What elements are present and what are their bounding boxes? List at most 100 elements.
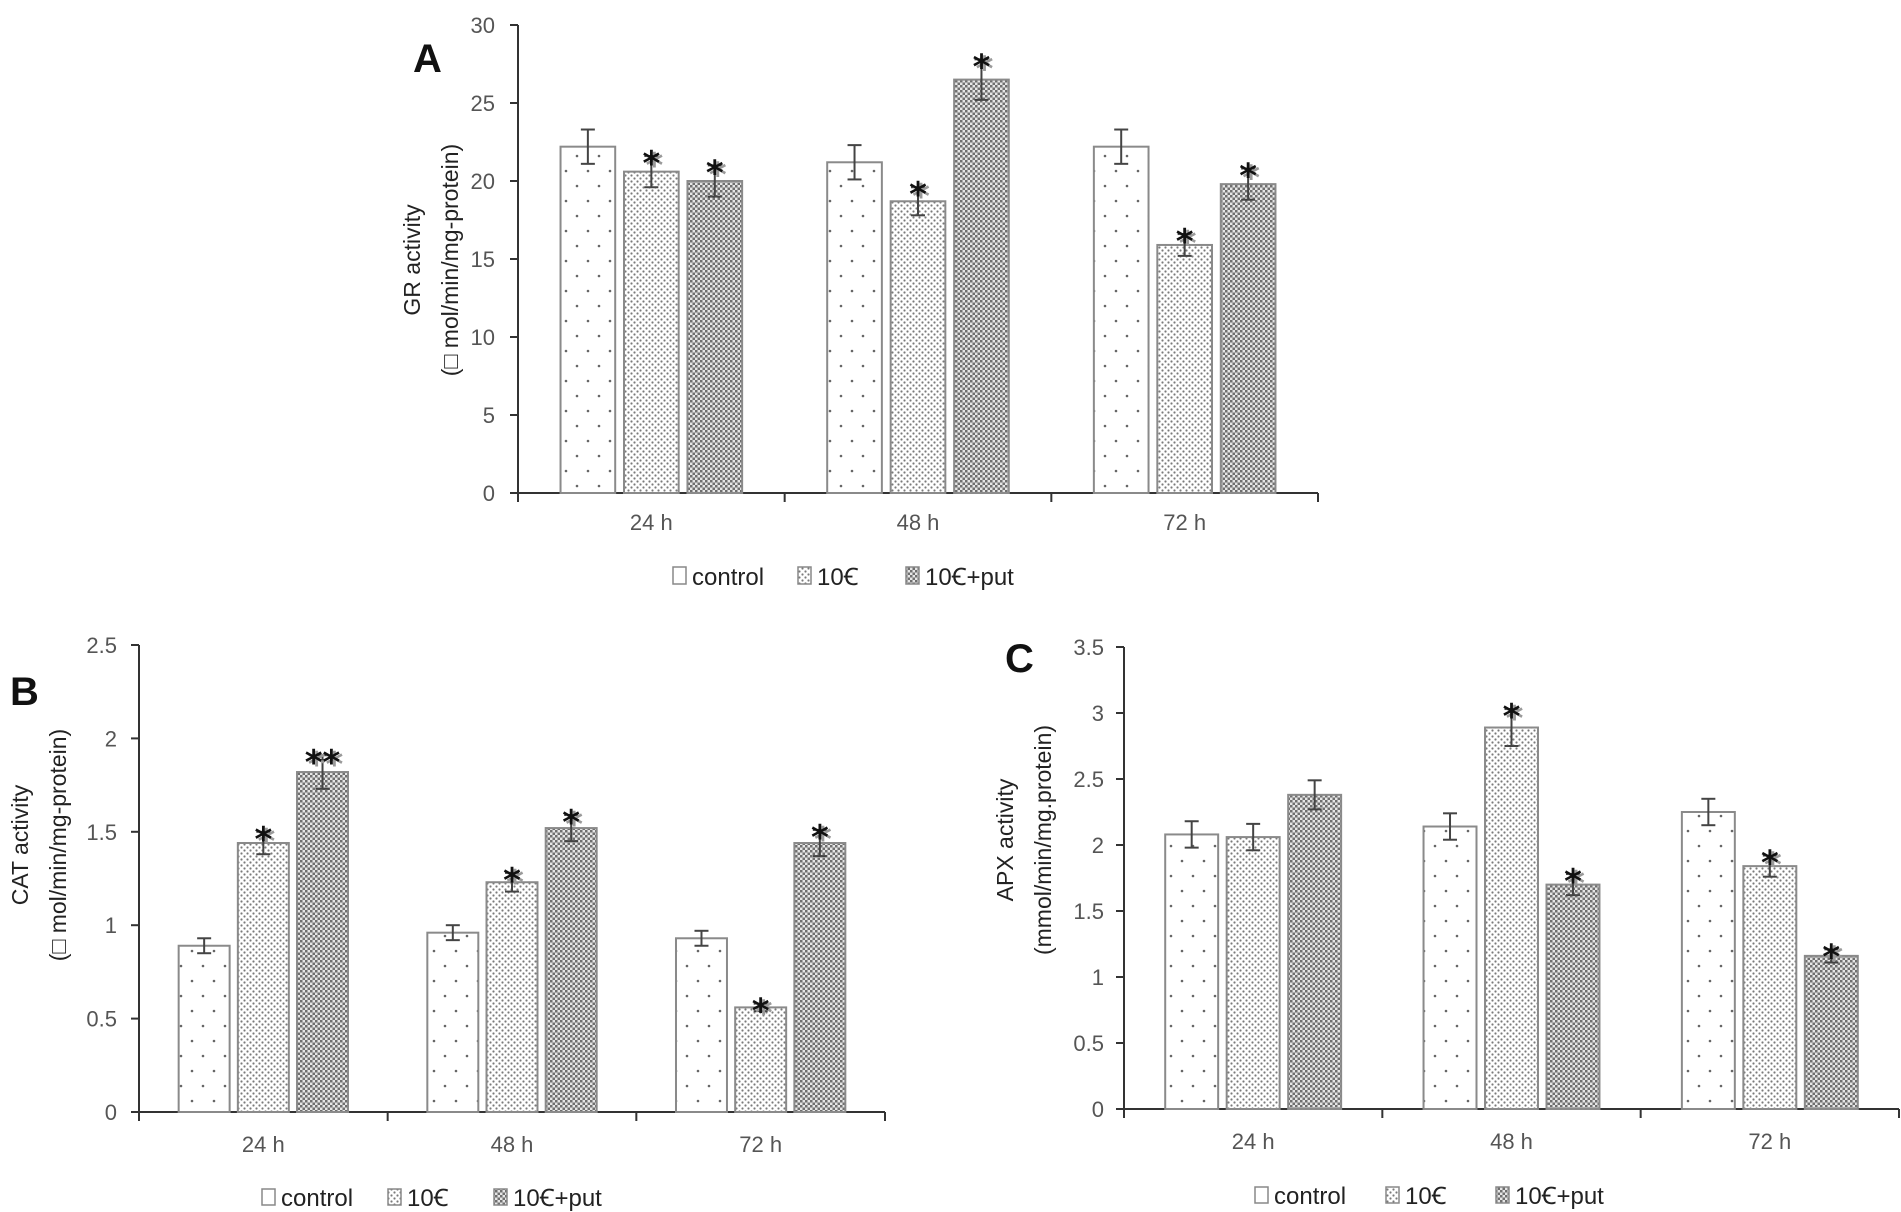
significance-star: * [909, 175, 927, 215]
bar-control [1092, 145, 1150, 494]
y-tick-label: 0.5 [1073, 1031, 1104, 1056]
y-axis-title-B: CAT activity [7, 784, 33, 905]
legend-swatch-10c [1385, 1186, 1400, 1204]
significance-star-shadow: * [912, 177, 930, 217]
bar-10c-put [544, 827, 598, 1114]
legend-label-10c-put: 10Ꞓ+put [925, 564, 1014, 591]
plot-area-C: 00.511.522.533.524 h 48 h 72 h******** [1073, 635, 1900, 1154]
x-tick-label: 48 h [897, 510, 940, 535]
bar-control [177, 944, 231, 1113]
bar-control [1680, 811, 1736, 1110]
bar-10c-put [1803, 954, 1859, 1110]
bar-10c-put [953, 78, 1010, 494]
y-axis-unit-B: (□ mol/min/mg-protein) [45, 729, 71, 961]
bar-control [426, 931, 480, 1113]
legend-swatch-control [1254, 1186, 1269, 1204]
y-tick-label: 5 [483, 403, 495, 428]
bar-10c-put [793, 842, 847, 1113]
legend-swatch-control [261, 1188, 276, 1206]
significance-star: * [706, 153, 724, 193]
bar-10c [1742, 865, 1798, 1110]
legend-label-control: control [692, 564, 764, 591]
significance-star: * [973, 47, 991, 87]
panel-A: A GR activity (□ mol/min/mg-protein) 0 5 1… [399, 13, 1319, 591]
significance-star: * [562, 803, 580, 843]
y-tick-label: 2.5 [86, 633, 117, 658]
significance-star-shadow: * [1179, 224, 1197, 264]
legend-A: control 10Ꞓ 10Ꞓ+put [672, 564, 1014, 591]
significance-star: * [254, 820, 272, 860]
bar-10c [623, 170, 680, 494]
y-tick-label: 30 [471, 13, 495, 38]
bar-control [674, 937, 728, 1113]
legend-label-10c: 10Ꞓ [817, 564, 859, 591]
bar-10c [1225, 836, 1281, 1111]
y-tick-label: 0 [1092, 1097, 1104, 1122]
x-tick-label: 72 h [739, 1132, 782, 1157]
significance-star-shadow: * [814, 820, 832, 860]
y-axis-title-C: APX activity [992, 778, 1018, 901]
significance-star-shadow: ** [308, 745, 344, 785]
bar-10c-put [1545, 883, 1601, 1110]
legend-label-control: control [281, 1185, 353, 1212]
significance-star-shadow: * [506, 863, 524, 903]
y-tick-label: 0 [483, 481, 495, 506]
significance-star: * [1176, 222, 1194, 262]
significance-star: * [503, 861, 521, 901]
significance-star: * [752, 992, 770, 1032]
y-tick-label: 0.5 [86, 1007, 117, 1032]
significance-star: * [1239, 157, 1257, 197]
panel-C: C APX activity (mmol/min/mg.protein) 0 0.… [992, 635, 1900, 1210]
significance-star: * [642, 144, 660, 184]
significance-star-shadow: * [565, 805, 583, 845]
significance-star: ** [305, 743, 341, 783]
x-tick-label: 24 h [242, 1132, 285, 1157]
legend-swatch-10c [797, 566, 812, 585]
significance-star-shadow: * [755, 994, 773, 1034]
legend-label-control: control [1274, 1183, 1346, 1210]
legend-swatch-control [672, 566, 687, 585]
legend-C: control 10Ꞓ 10Ꞓ+put [1254, 1183, 1604, 1210]
x-tick-label: 72 h [1163, 510, 1206, 535]
legend-label-10c: 10Ꞓ [1405, 1183, 1447, 1210]
bar-10c [485, 881, 539, 1114]
y-tick-label: 25 [471, 91, 495, 116]
legend-swatch-10c-put [905, 566, 920, 585]
significance-star: * [1761, 844, 1779, 884]
y-tick-label: 3.5 [1073, 635, 1104, 660]
significance-star-shadow: * [1567, 864, 1585, 904]
legend-B: control 10Ꞓ 10Ꞓ+put [261, 1185, 602, 1212]
bar-10c-put [686, 180, 744, 494]
significance-star: * [1822, 937, 1840, 977]
panel-label-A: A [413, 37, 442, 81]
plot-area-B: 00.511.522.524 h 48 h 72 h************ ** [86, 633, 886, 1157]
bar-10c [1156, 243, 1214, 494]
panel-label-C: C [1005, 637, 1034, 681]
legend-label-10c: 10Ꞓ [407, 1185, 449, 1212]
x-tick-label: 72 h [1748, 1129, 1791, 1154]
legend-swatch-10c-put [493, 1188, 508, 1206]
bar-10c [889, 200, 947, 494]
bar-control [826, 161, 883, 494]
significance-star-shadow: * [257, 822, 275, 862]
bar-10c-put [296, 771, 350, 1113]
legend-label-10c-put: 10Ꞓ+put [513, 1185, 602, 1212]
legend-swatch-10c-put [1495, 1186, 1510, 1204]
y-tick-label: 15 [471, 247, 495, 272]
y-tick-label: 1.5 [86, 820, 117, 845]
y-tick-label: 1 [1092, 965, 1104, 990]
panel-B: B CAT activity (□ mol/min/mg-protein) 0 0… [7, 633, 886, 1212]
y-tick-label: 3 [1092, 701, 1104, 726]
significance-star: * [1564, 862, 1582, 902]
y-tick-label: 1.5 [1073, 899, 1104, 924]
x-tick-label: 24 h [630, 510, 673, 535]
significance-star: * [811, 818, 829, 858]
significance-star-shadow: * [976, 49, 994, 89]
bar-control [1422, 825, 1478, 1111]
significance-star-shadow: * [1242, 159, 1260, 199]
significance-star-shadow: * [1764, 846, 1782, 886]
y-tick-label: 0 [105, 1100, 117, 1125]
y-tick-label: 2 [105, 726, 117, 751]
legend-swatch-10c [387, 1188, 402, 1206]
